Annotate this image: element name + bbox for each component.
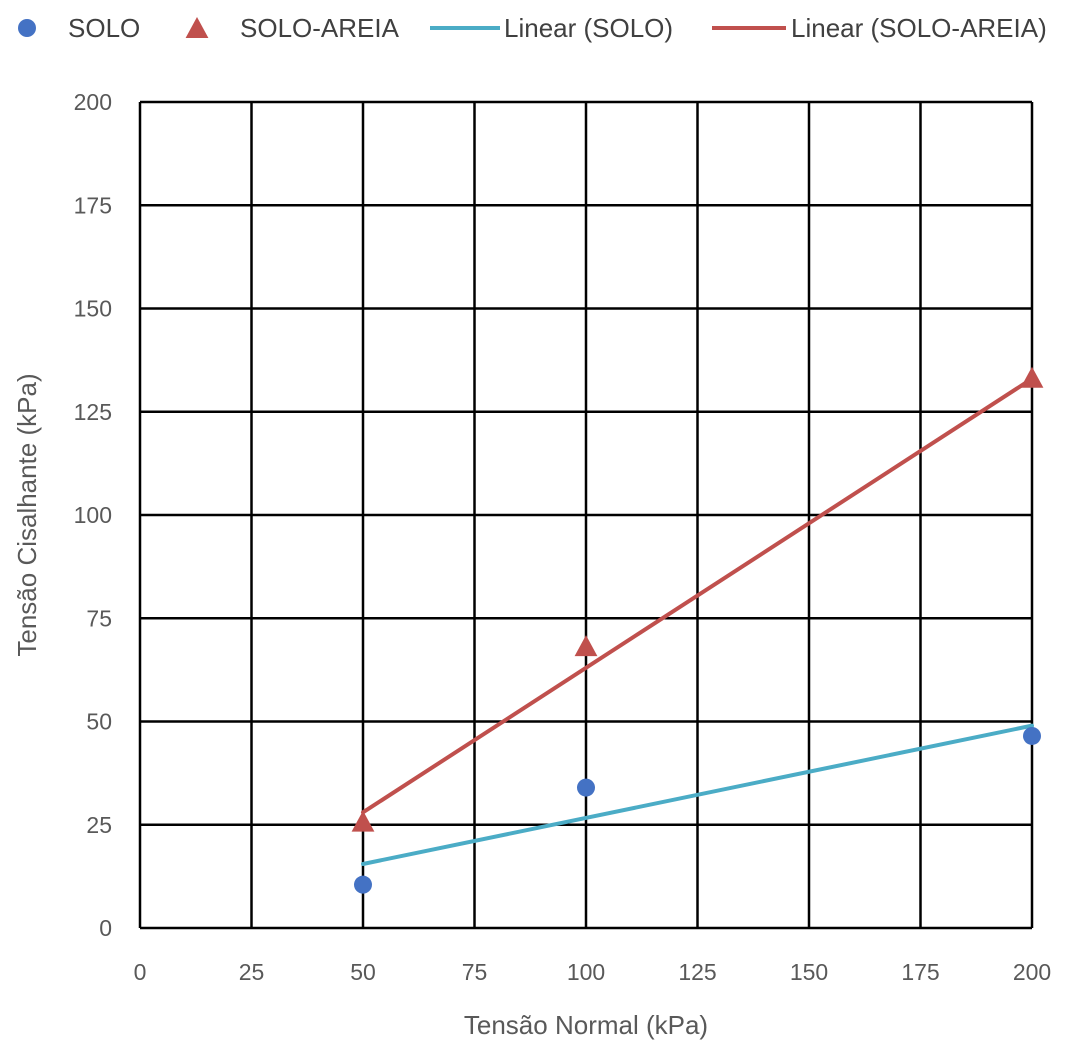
y-tick-label: 50 <box>86 709 112 735</box>
point-1-1 <box>574 635 598 657</box>
grid <box>138 100 1034 930</box>
legend: SOLO SOLO-AREIA Linear (SOLO) Linear (SOLO-… <box>18 13 1047 43</box>
x-tick-label: 50 <box>350 959 376 985</box>
legend-label-solo-areia: SOLO-AREIA <box>240 13 400 43</box>
x-axis-title: Tensão Normal (kPa) <box>464 1010 708 1040</box>
x-tick-label: 0 <box>134 959 147 985</box>
point-1-0 <box>351 810 375 832</box>
x-tick-label: 25 <box>239 959 265 985</box>
point-0-0 <box>354 875 372 894</box>
trendline-0 <box>361 723 1034 866</box>
y-tick-label: 100 <box>74 502 112 528</box>
x-tick-label: 125 <box>678 959 716 985</box>
point-0-1 <box>577 778 595 797</box>
y-tick-label: 175 <box>74 192 112 218</box>
x-tick-label: 200 <box>1013 959 1051 985</box>
y-tick-label: 150 <box>74 296 112 322</box>
point-1-2 <box>1020 366 1044 388</box>
y-tick-label: 0 <box>99 915 112 941</box>
y-tick-label: 125 <box>74 399 112 425</box>
legend-label-solo: SOLO <box>68 13 140 43</box>
y-axis-title: Tensão Cisalhante (kPa) <box>12 373 42 656</box>
x-tick-label: 150 <box>790 959 828 985</box>
point-0-2 <box>1023 726 1041 745</box>
y-tick-label: 25 <box>86 812 112 838</box>
trendline-1 <box>361 376 1034 815</box>
y-tick-label: 200 <box>74 89 112 115</box>
legend-label-linear-solo: Linear (SOLO) <box>504 13 673 43</box>
data-points <box>351 366 1044 894</box>
x-tick-label: 175 <box>901 959 939 985</box>
tick-labels: 0 25 50 75 100 125 150 175 200 0 25 50 75 100 125 150 17… <box>74 89 1052 985</box>
legend-label-linear-solo-areia: Linear (SOLO-AREIA) <box>791 13 1047 43</box>
trendlines <box>361 376 1034 866</box>
x-tick-label: 75 <box>462 959 488 985</box>
x-tick-label: 100 <box>567 959 605 985</box>
y-tick-label: 75 <box>86 605 112 631</box>
legend-marker-solo-areia <box>185 17 209 38</box>
legend-marker-solo <box>18 19 36 37</box>
